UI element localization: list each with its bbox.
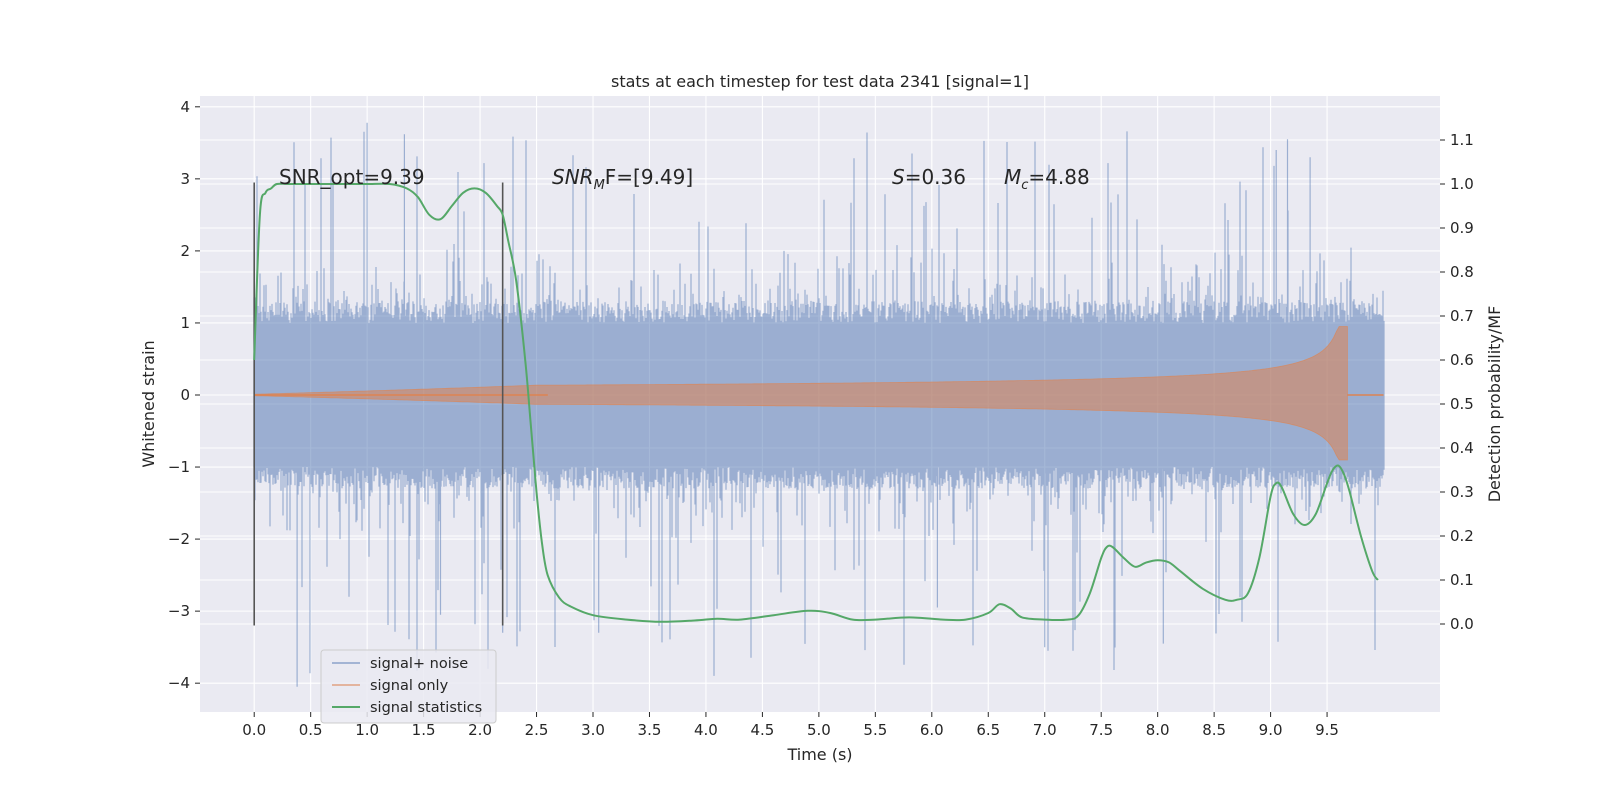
left-y-axis-label: Whitened strain — [139, 340, 158, 467]
right-y-tick-label: 0.6 — [1450, 351, 1474, 369]
annotation-s: S=0.36 — [892, 165, 966, 189]
x-axis-ticks: 0.0 0.5 1.0 1.5 2.0 2.5 3.0 3.5 4.0 4.5 5.0 5.5 6.0 6… — [242, 712, 1339, 739]
right-y-tick-label: 0.5 — [1450, 395, 1474, 413]
left-y-tick-label: −1 — [168, 458, 190, 476]
left-y-axis-ticks: −4 −3 −2 −1 0 1 2 3 4 — [168, 98, 200, 692]
signal-statistics-line — [253, 182, 1379, 623]
x-tick-label: 4.5 — [750, 721, 774, 739]
left-y-tick-label: 0 — [180, 386, 190, 404]
x-tick-label: 0.5 — [299, 721, 323, 739]
x-tick-label: 5.0 — [807, 721, 831, 739]
signal-only-series — [253, 326, 1384, 461]
right-y-tick-label: 0.1 — [1450, 571, 1474, 589]
left-y-tick-label: 1 — [180, 314, 190, 332]
annotation-snr-mf-main: SNR — [552, 165, 594, 189]
x-tick-label: 7.0 — [1033, 721, 1057, 739]
x-tick-label: 6.0 — [920, 721, 944, 739]
annotation-mc-main: M — [1004, 165, 1021, 189]
annotation-s-rest: =0.36 — [905, 165, 966, 189]
x-tick-label: 5.5 — [863, 721, 887, 739]
right-y-tick-label: 1.0 — [1450, 175, 1474, 193]
left-y-tick-label: −2 — [168, 530, 190, 548]
x-tick-label: 1.5 — [412, 721, 436, 739]
signal-statistics-series — [253, 182, 1379, 623]
x-tick-label: 2.5 — [525, 721, 549, 739]
legend-label-signal-statistics: signal statistics — [370, 700, 482, 716]
right-y-tick-label: 0.0 — [1450, 615, 1474, 633]
x-tick-label: 3.5 — [638, 721, 662, 739]
annotation-snr-mf: SNRMF=[9.49] — [552, 165, 693, 193]
legend-box — [320, 649, 497, 724]
x-tick-label: 0.0 — [242, 721, 266, 739]
vertical-markers — [253, 182, 504, 626]
x-tick-label: 2.0 — [468, 721, 492, 739]
x-tick-label: 3.0 — [581, 721, 605, 739]
annotation-mc-rest: =4.88 — [1028, 165, 1089, 189]
legend-label-signal-only: signal only — [370, 678, 449, 694]
left-y-tick-label: 4 — [180, 98, 190, 116]
x-tick-label: 9.5 — [1315, 721, 1339, 739]
annotation-snr-mf-rest: F=[9.49] — [605, 165, 693, 189]
left-y-tick-label: 2 — [180, 242, 190, 260]
right-y-axis-label: Detection probability/MF — [1485, 306, 1504, 503]
annotation-snr-mf-sub: M — [594, 178, 605, 193]
right-y-tick-label: 0.9 — [1450, 219, 1474, 237]
x-tick-label: 8.5 — [1202, 721, 1226, 739]
x-tick-label: 7.5 — [1089, 721, 1113, 739]
x-tick-label: 9.0 — [1259, 721, 1283, 739]
left-y-tick-label: 3 — [180, 170, 190, 188]
annotation-s-main: S — [892, 165, 905, 189]
right-y-tick-label: 1.1 — [1450, 131, 1474, 149]
chart-title: stats at each timestep for test data 234… — [611, 72, 1029, 91]
right-y-tick-label: 0.8 — [1450, 263, 1474, 281]
right-y-tick-label: 0.7 — [1450, 307, 1474, 325]
right-y-tick-label: 0.2 — [1450, 527, 1474, 545]
right-y-axis-ticks: 0.0 0.1 0.2 0.3 0.4 0.5 0.6 0.7 0.8 0.9 1.0 1.1 — [1440, 131, 1474, 633]
x-tick-label: 6.5 — [976, 721, 1000, 739]
left-y-tick-label: −4 — [168, 674, 190, 692]
left-y-tick-label: −3 — [168, 602, 190, 620]
x-tick-label: 8.0 — [1146, 721, 1170, 739]
annotation-snr-opt: SNR_opt=9.39 — [279, 165, 425, 189]
right-y-tick-label: 0.4 — [1450, 439, 1474, 457]
x-axis-label: Time (s) — [786, 745, 852, 764]
signal-only-chirp — [253, 326, 1348, 461]
x-tick-label: 4.0 — [694, 721, 718, 739]
legend-label-signal-noise: signal+ noise — [370, 656, 468, 672]
annotation-mc: Mc=4.88 — [1004, 165, 1090, 193]
x-tick-label: 1.0 — [355, 721, 379, 739]
annotation-mc-sub: c — [1021, 178, 1028, 193]
right-y-tick-label: 0.3 — [1450, 483, 1474, 501]
legend: signal+ noise signal only signal statist… — [320, 649, 497, 724]
